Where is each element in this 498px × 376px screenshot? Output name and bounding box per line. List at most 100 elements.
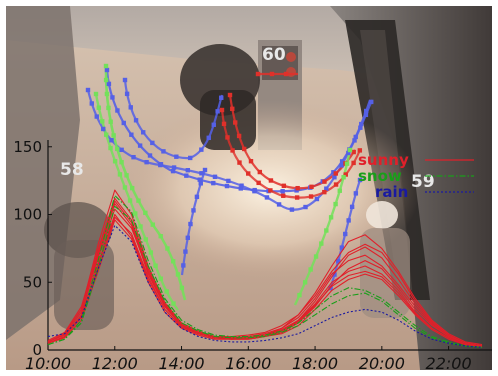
trajectory-marker (103, 77, 109, 83)
legend-label-sunny: sunny (358, 151, 409, 169)
trajectory-marker (341, 175, 346, 180)
trajectory-marker (164, 289, 169, 294)
trajectory-marker (119, 147, 124, 153)
trajectory-marker (339, 159, 345, 164)
trajectory-marker (357, 177, 363, 183)
trajectory-marker (115, 146, 120, 152)
x-tick-label: 18:00 (292, 354, 338, 373)
trajectory-marker (85, 87, 91, 93)
trajectory-marker (303, 204, 308, 210)
trajectory-marker (194, 194, 200, 200)
trajectory-marker (191, 208, 196, 213)
trajectory-marker (112, 159, 118, 164)
trajectory-marker (104, 132, 109, 137)
trajectory-marker (179, 285, 185, 291)
trajectory-marker (185, 235, 190, 240)
trajectory-marker (346, 218, 351, 223)
trajectory-marker (103, 63, 109, 69)
trajectory-marker (143, 237, 148, 242)
trajectory-marker (171, 301, 176, 306)
legend-label-snow: snow (358, 167, 402, 185)
trajectory-marker (248, 159, 254, 164)
chart: 0 50 100 150 10:00 12:00 14:00 16:00 18:00 20:00… (13, 138, 492, 373)
trajectory-marker (109, 138, 114, 143)
trajectory-marker (115, 108, 120, 113)
x-ticks: 10:00 12:00 14:00 16:00 18:00 20:00 22:00 (25, 346, 472, 373)
trajectory-marker (133, 118, 139, 123)
trajectory-marker (127, 198, 133, 203)
trajectory-marker (221, 121, 227, 127)
trajectory-marker (148, 250, 154, 255)
trajectory-marker (165, 246, 170, 251)
series-line-sunny (47, 197, 483, 347)
trajectory-marker (111, 133, 116, 138)
series-line-snow (47, 194, 483, 348)
trajectory-marker (351, 160, 356, 166)
trajectory-marker (133, 211, 138, 216)
trajectory-marker (170, 168, 176, 174)
trajectory-marker (225, 135, 230, 140)
trajectory-marker (117, 172, 123, 177)
trajectory-marker (144, 159, 149, 165)
trajectory-marker (268, 178, 274, 183)
person-label-58: 58 (60, 160, 84, 180)
trajectory-marker (175, 272, 181, 277)
y-tick-label: 0 (32, 341, 42, 359)
trajectory-marker (246, 171, 251, 176)
trajectory-marker (202, 167, 208, 173)
trajectory-marker (230, 106, 235, 112)
trajectory-marker (322, 179, 327, 184)
trajectory-marker (110, 95, 115, 100)
trajectory-marker (302, 280, 308, 285)
trajectory-marker (130, 185, 135, 191)
trajectory-marker (108, 119, 113, 124)
trajectory-marker (170, 259, 176, 264)
trajectory-marker (358, 125, 363, 130)
trajectory-marker (215, 109, 220, 114)
trajectory-marker (174, 154, 179, 159)
x-tick-label: 20:00 (359, 354, 405, 373)
x-tick-label: 14:00 (158, 354, 204, 373)
trajectory-marker (188, 221, 193, 227)
trajectory-marker (100, 119, 105, 124)
trajectory-marker (89, 101, 94, 106)
trajectory-marker (281, 193, 286, 198)
person-label-60: 60 (262, 45, 286, 65)
trajectory-marker (122, 185, 128, 190)
trajectory-marker (281, 183, 287, 188)
trajectory-marker (276, 202, 282, 207)
trajectory-marker (197, 177, 202, 182)
trajectory-marker (339, 163, 344, 168)
trajectory-marker (255, 71, 261, 77)
trajectory-marker (136, 198, 141, 203)
trajectory-marker (141, 130, 146, 135)
trajectory-marker (238, 186, 243, 191)
series-line-sunny (47, 200, 483, 347)
trajectory-marker (158, 234, 163, 239)
trajectory-marker (101, 126, 106, 132)
trajectory-marker (294, 188, 299, 193)
trajectory-marker (256, 180, 261, 186)
trajectory-marker (331, 170, 336, 175)
trajectory-marker (119, 160, 124, 165)
trajectory-marker (314, 196, 320, 202)
trajectory-marker (322, 189, 327, 195)
trajectory-marker (324, 228, 329, 233)
trajectory-marker (153, 263, 158, 268)
trajectory-marker (369, 99, 374, 105)
y-tick-label: 50 (23, 273, 42, 291)
trajectory-marker (339, 245, 344, 250)
trajectory-marker (332, 272, 337, 277)
trajectory-marker (364, 108, 369, 114)
x-tick-label: 16:00 (225, 354, 271, 373)
trajectory-marker (129, 132, 134, 137)
trajectory-marker (161, 149, 166, 154)
trajectory-marker (219, 95, 224, 100)
trajectory-marker (295, 185, 300, 191)
trajectory-marker (319, 241, 324, 246)
trajectory-marker (198, 181, 203, 186)
trajectory-marker (346, 150, 351, 156)
